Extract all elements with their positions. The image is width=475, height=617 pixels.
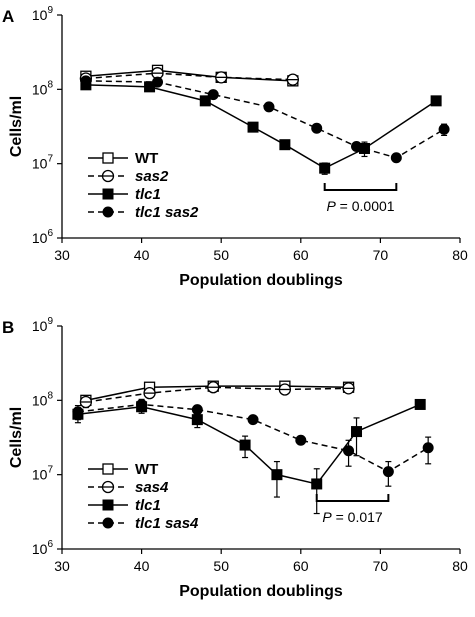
data-point [199, 95, 211, 107]
data-point [286, 73, 299, 86]
data-point [390, 152, 402, 164]
p-value-label: P = 0.0001 [326, 198, 394, 214]
panel-label: B [2, 318, 14, 337]
data-point [191, 414, 203, 426]
legend-marker [101, 169, 115, 183]
legend-label: WT [135, 150, 158, 167]
x-tick-label: 40 [134, 558, 150, 574]
data-point [414, 398, 426, 410]
data-point [207, 89, 219, 101]
series-line [85, 386, 349, 403]
x-tick-label: 60 [293, 247, 309, 263]
data-point [263, 101, 275, 113]
series-line [85, 80, 445, 159]
legend-label: tlc1 sas2 [135, 204, 199, 221]
legend-label: sas4 [135, 479, 169, 496]
x-tick-label: 70 [373, 558, 389, 574]
legend-label: sas2 [135, 168, 169, 185]
y-tick-label: 108 [32, 390, 54, 408]
data-point [311, 122, 323, 134]
data-point [215, 71, 228, 84]
legend-marker [102, 499, 114, 511]
x-tick-label: 40 [134, 247, 150, 263]
series-line [77, 403, 429, 473]
data-point [79, 395, 93, 409]
data-point [319, 162, 331, 174]
data-point [80, 75, 92, 87]
data-point [382, 466, 394, 478]
series-sas4 [79, 381, 355, 409]
data-point [271, 469, 283, 481]
legend-label: tlc1 [135, 497, 161, 514]
data-point [343, 445, 355, 457]
significance-bracket [315, 494, 390, 502]
data-point [136, 398, 148, 410]
data-point [438, 123, 450, 135]
x-tick-label: 60 [293, 558, 309, 574]
x-tick-label: 70 [373, 247, 389, 263]
x-axis-label: Population doublings [179, 583, 343, 600]
y-tick-label: 108 [32, 79, 54, 97]
data-point [247, 121, 259, 133]
data-point [351, 141, 363, 153]
y-tick-label: 106 [32, 539, 54, 557]
x-tick-label: 80 [452, 558, 468, 574]
data-point [239, 439, 251, 451]
panel-a: A 30 40 50 60 70 80 106 107 108 109 Population doub… [2, 5, 468, 289]
data-point [247, 414, 259, 426]
series-line [85, 72, 293, 81]
y-tick-label: 107 [32, 465, 54, 483]
legend-marker [102, 206, 114, 218]
x-tick-label: 30 [54, 247, 70, 263]
series-tlc1-sas4 [72, 398, 434, 487]
data-point [72, 406, 84, 418]
panel-label: A [2, 7, 14, 26]
data-point [278, 383, 292, 396]
legend-label: WT [135, 461, 158, 478]
y-axis-label: Cells/ml [8, 96, 25, 157]
data-point [207, 381, 220, 394]
series-sas2 [79, 67, 299, 86]
legend-marker [101, 480, 115, 494]
y-axis-label: Cells/ml [8, 407, 25, 468]
series-tlc1-sas2 [80, 75, 450, 164]
panel-b: B 30 40 50 60 70 80 106 107 108 109 Population doub… [2, 316, 468, 600]
data-point [279, 139, 291, 151]
legend-marker [102, 152, 114, 164]
data-point [152, 76, 164, 88]
data-point [422, 442, 434, 454]
data-point [351, 426, 363, 438]
x-axis-label: Population doublings [179, 272, 343, 289]
y-tick-label: 109 [32, 5, 54, 23]
legend-label: tlc1 sas4 [135, 515, 199, 532]
data-point [430, 95, 442, 107]
x-tick-label: 30 [54, 558, 70, 574]
legend-label: tlc1 [135, 186, 161, 203]
y-tick-label: 106 [32, 228, 54, 246]
y-tick-label: 109 [32, 316, 54, 334]
p-value-label: P = 0.017 [322, 509, 383, 525]
x-tick-label: 50 [213, 558, 229, 574]
x-tick-label: 80 [452, 247, 468, 263]
significance-bracket [323, 183, 398, 191]
data-point [295, 434, 307, 446]
x-tick-label: 50 [213, 247, 229, 263]
legend-marker [102, 463, 114, 475]
legend-marker [102, 188, 114, 200]
y-tick-label: 107 [32, 154, 54, 172]
data-point [191, 404, 203, 416]
legend-marker [102, 517, 114, 529]
data-point [311, 478, 323, 490]
data-point [342, 382, 355, 395]
data-point [143, 386, 156, 400]
